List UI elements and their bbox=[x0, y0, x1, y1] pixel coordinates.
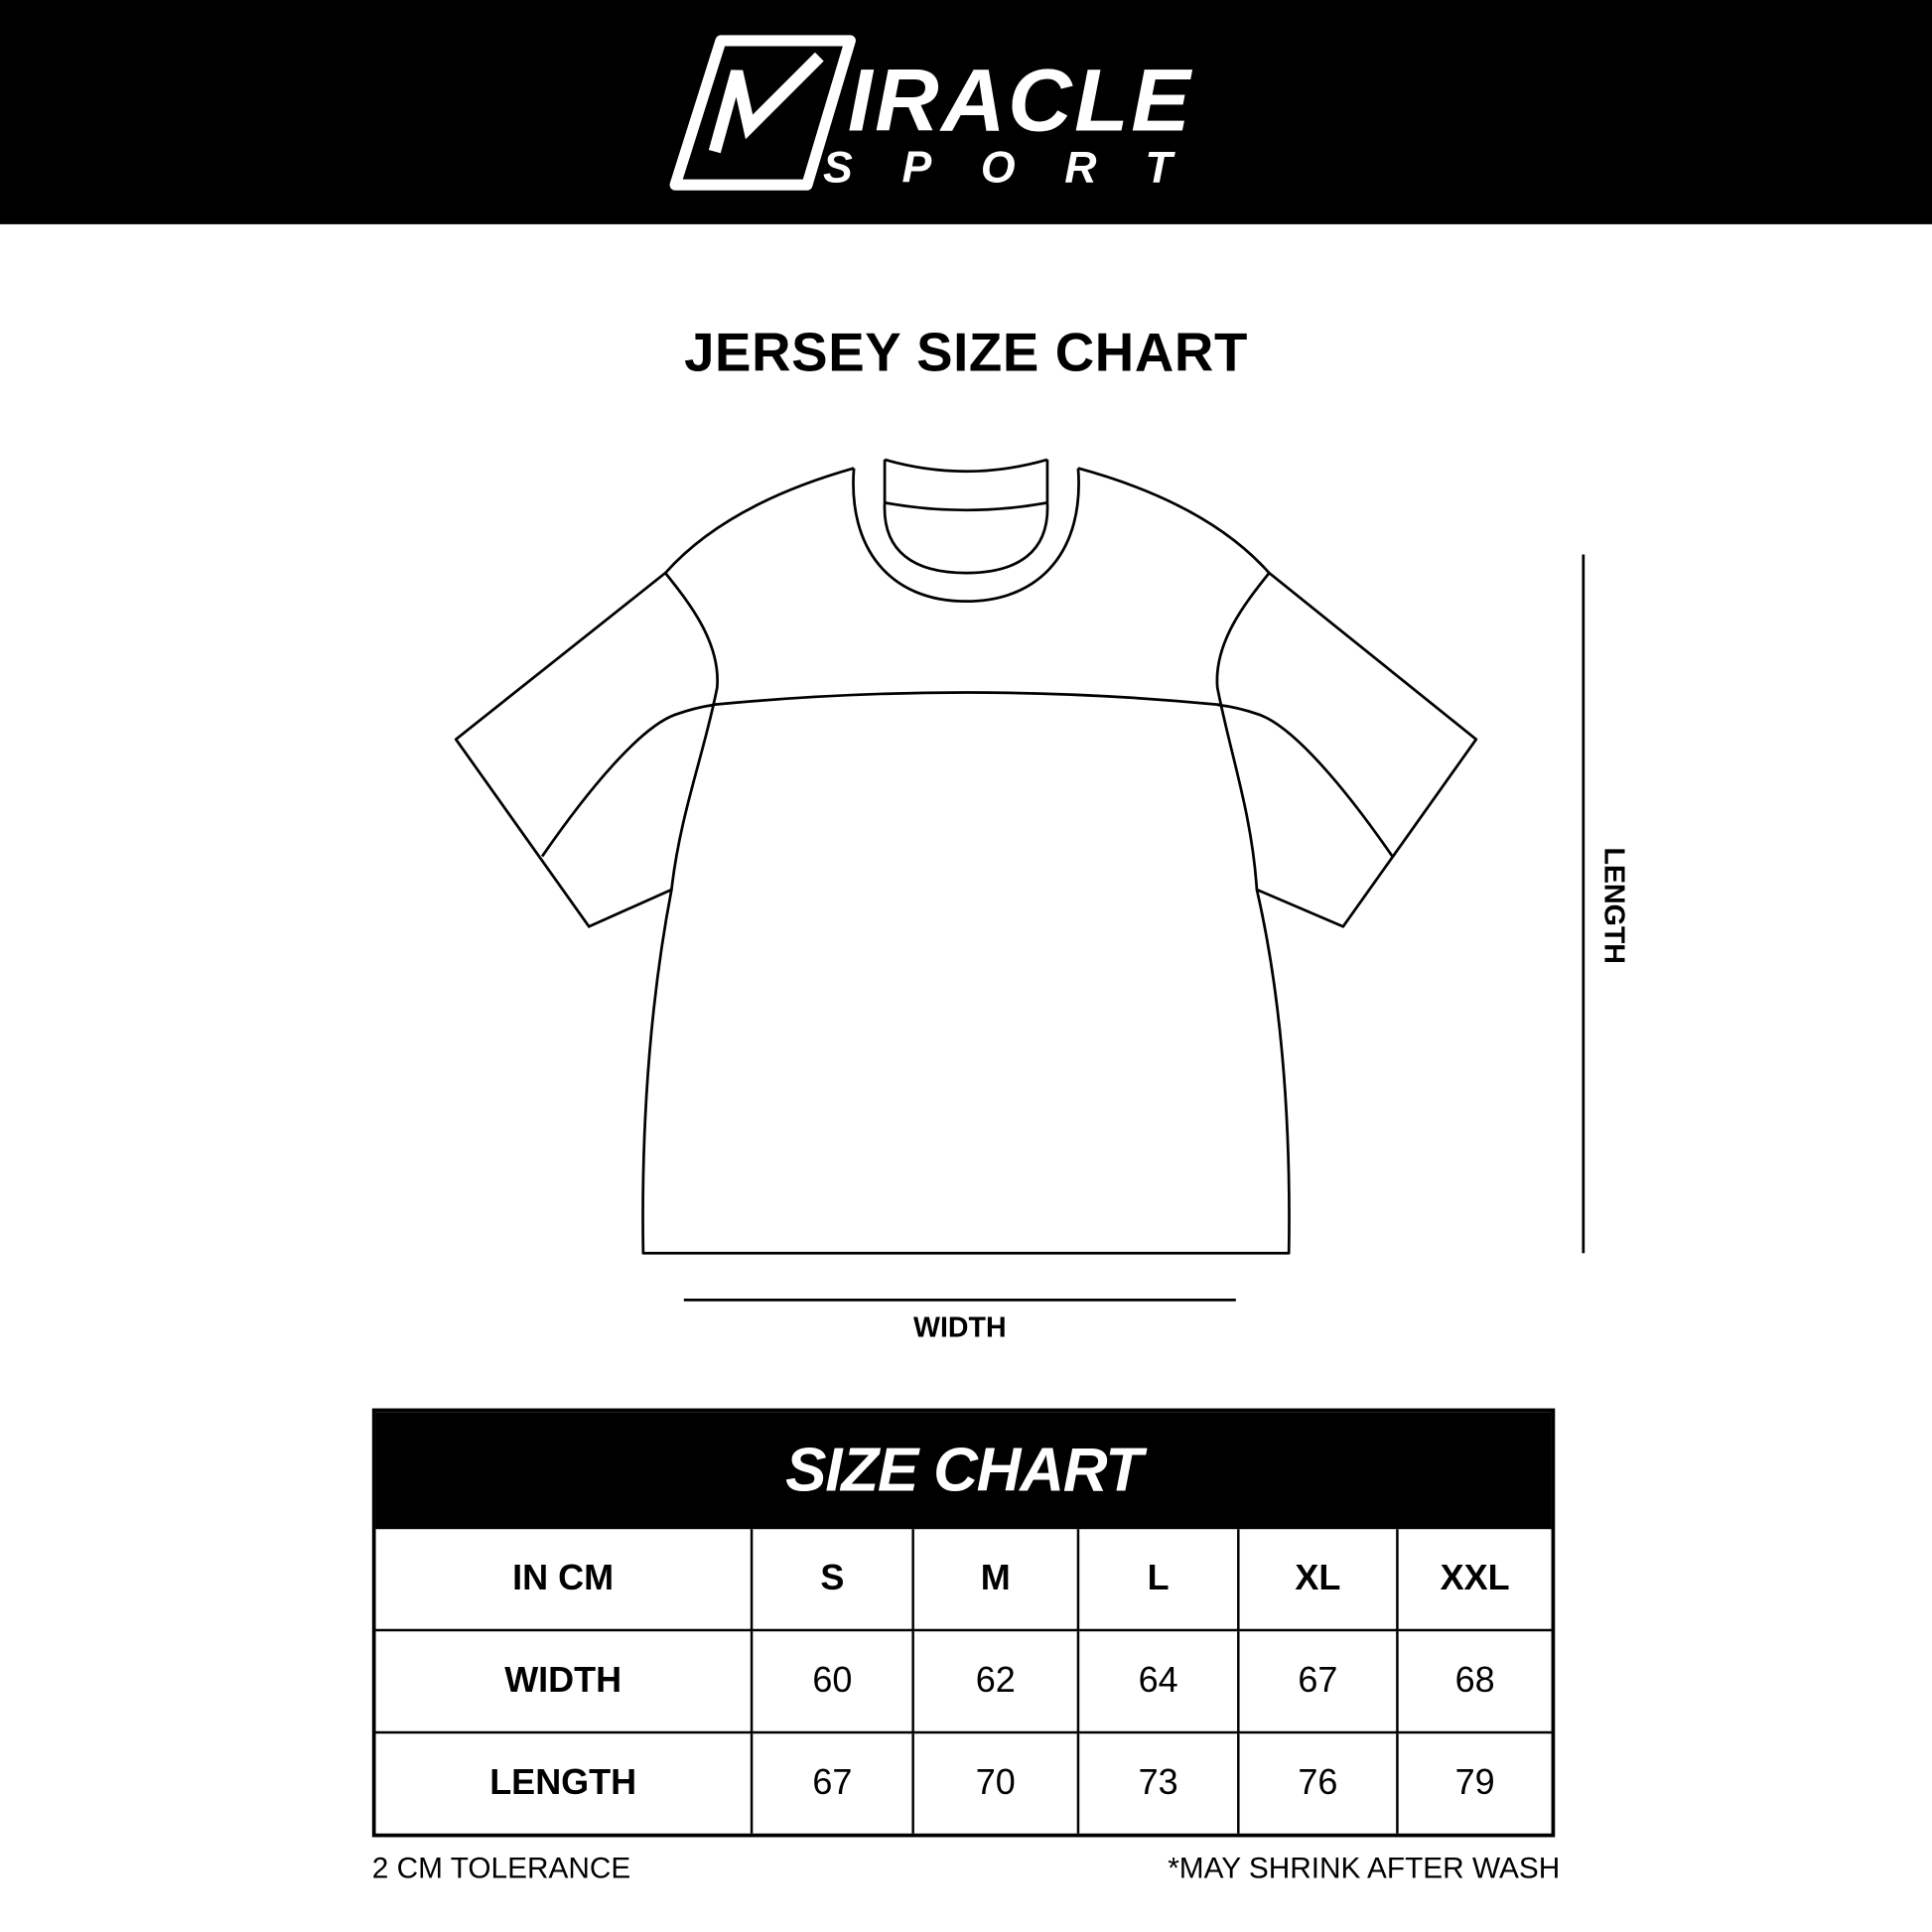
yoke-seam bbox=[712, 691, 1220, 707]
tolerance-note: 2 CM TOLERANCE bbox=[371, 1852, 631, 1885]
brand-header: IRACLE SPORT bbox=[0, 0, 1932, 224]
collar-back-top bbox=[884, 458, 1048, 474]
table-cell: 60 bbox=[750, 1628, 914, 1734]
table-cell: 62 bbox=[911, 1628, 1080, 1734]
header-cell: M bbox=[911, 1529, 1080, 1632]
miracle-sport-logo: IRACLE SPORT bbox=[669, 35, 1221, 193]
header-cell: L bbox=[1076, 1529, 1240, 1632]
jersey-outline bbox=[454, 467, 1478, 1255]
row-label: WIDTH bbox=[375, 1628, 754, 1734]
table-row: LENGTH 67 70 73 76 79 bbox=[375, 1730, 1552, 1834]
table-cell: 67 bbox=[1237, 1628, 1399, 1734]
table-row: WIDTH 60 62 64 67 68 bbox=[375, 1628, 1552, 1734]
header-cell: IN CM bbox=[375, 1529, 754, 1632]
table-cell: 64 bbox=[1076, 1628, 1240, 1734]
header-cell: XXL bbox=[1396, 1529, 1552, 1632]
table-cell: 67 bbox=[750, 1730, 914, 1834]
row-label: LENGTH bbox=[375, 1730, 754, 1834]
svg-text:IRACLE: IRACLE bbox=[848, 51, 1192, 150]
sleeve-seam-left bbox=[540, 703, 716, 858]
raglan-left bbox=[664, 572, 719, 891]
table-header-row: IN CM S M L XL XXL bbox=[375, 1529, 1552, 1632]
length-label: LENGTH bbox=[1598, 847, 1631, 964]
header-cell: S bbox=[750, 1529, 914, 1632]
width-label: WIDTH bbox=[913, 1311, 1007, 1343]
table-cell: 68 bbox=[1396, 1628, 1552, 1734]
svg-text:SPORT: SPORT bbox=[823, 144, 1221, 193]
header-cell: XL bbox=[1237, 1529, 1399, 1632]
table-cell: 73 bbox=[1076, 1730, 1240, 1834]
collar-inner bbox=[883, 502, 1049, 575]
sleeve-seam-right bbox=[1217, 703, 1394, 858]
size-table: SIZE CHART IN CM S M L XL XXL WIDTH 60 6… bbox=[371, 1408, 1556, 1838]
table-cell: 70 bbox=[911, 1730, 1080, 1834]
shrink-note: *MAY SHRINK AFTER WASH bbox=[1168, 1852, 1561, 1885]
collar-outer bbox=[852, 468, 1080, 604]
table-cell: 79 bbox=[1396, 1730, 1552, 1834]
table-title: SIZE CHART bbox=[375, 1412, 1552, 1530]
raglan-right bbox=[1215, 572, 1271, 891]
collar-back-bottom bbox=[884, 501, 1048, 512]
page-title: JERSEY SIZE CHART bbox=[684, 323, 1248, 383]
table-cell: 76 bbox=[1237, 1730, 1399, 1834]
